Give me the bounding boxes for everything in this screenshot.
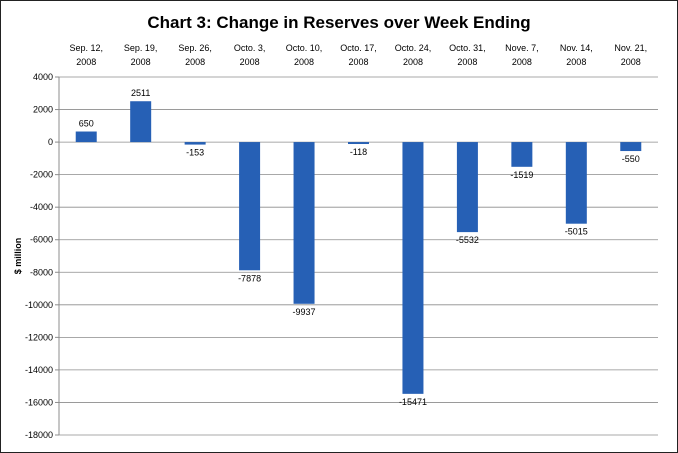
x-axis-category-labels: Sep. 12, 2008 Sep. 19, 2008 Sep. 26, 2008 Octo… <box>69 43 647 67</box>
data-label: -5015 <box>565 227 588 237</box>
bar <box>184 142 206 145</box>
y-tick-label: 4000 <box>33 72 53 82</box>
data-label: -118 <box>350 147 367 157</box>
bar <box>293 142 315 304</box>
category-label-year: 2008 <box>294 57 314 67</box>
bar <box>402 142 424 394</box>
data-labels: 650 2511 -153 -7878 -9937 -118 -15471 -5532 -151… <box>79 88 640 407</box>
category-label-year: 2008 <box>131 57 151 67</box>
y-tick-label: -2000 <box>30 170 53 180</box>
category-label-year: 2008 <box>621 57 641 67</box>
y-tick-label: -14000 <box>25 365 53 375</box>
category-label-year: 2008 <box>566 57 586 67</box>
y-tick-label: -4000 <box>30 202 53 212</box>
category-label-year: 2008 <box>240 57 260 67</box>
data-label: 650 <box>79 119 94 129</box>
y-tick-label: -8000 <box>30 267 53 277</box>
bar <box>75 131 97 143</box>
bar <box>565 142 587 224</box>
category-label: Nov. 21, <box>614 43 647 53</box>
category-label-year: 2008 <box>185 57 205 67</box>
y-tick-label: -6000 <box>30 235 53 245</box>
category-label: Sep. 26, <box>178 43 212 53</box>
chart-title: Chart 3: Change in Reserves over Week En… <box>147 13 530 32</box>
category-label: Sep. 19, <box>124 43 158 53</box>
category-label-year: 2008 <box>403 57 423 67</box>
y-tick-label: -16000 <box>25 397 53 407</box>
bars <box>75 101 642 394</box>
bar <box>130 101 152 143</box>
data-label: 2511 <box>131 88 150 98</box>
category-label: Octo. 24, <box>395 43 432 53</box>
y-tick-label: -18000 <box>25 430 53 440</box>
category-label-year: 2008 <box>512 57 532 67</box>
category-label-year: 2008 <box>76 57 96 67</box>
bar <box>348 142 369 145</box>
category-label-year: 2008 <box>348 57 368 67</box>
category-label: Octo. 31, <box>449 43 486 53</box>
data-label: -7878 <box>238 273 261 283</box>
category-label: Octo. 17, <box>340 43 377 53</box>
y-tick-label: -12000 <box>25 332 53 342</box>
category-label: Sep. 12, <box>69 43 103 53</box>
data-label: -5532 <box>456 235 479 245</box>
data-label: -15471 <box>399 397 427 407</box>
data-label: -550 <box>622 154 640 164</box>
bar <box>456 142 478 233</box>
category-label: Octo. 3, <box>234 43 266 53</box>
y-axis-ticks: 4000 2000 0 -2000 -4000 -6000 -8000 -10000 -1200… <box>25 72 60 440</box>
data-label: -153 <box>186 148 204 158</box>
bar <box>511 142 533 167</box>
y-tick-label: 0 <box>48 137 53 147</box>
y-axis-label: $ million <box>13 238 23 275</box>
data-label: -9937 <box>293 307 316 317</box>
category-label-year: 2008 <box>457 57 477 67</box>
category-label: Nov. 14, <box>560 43 593 53</box>
bar <box>620 142 642 152</box>
gridlines <box>59 76 658 436</box>
y-tick-label: -10000 <box>25 300 53 310</box>
data-label: -1519 <box>510 170 533 180</box>
category-label: Octo. 10, <box>286 43 323 53</box>
category-label: Nove. 7, <box>505 43 539 53</box>
y-tick-label: 2000 <box>33 105 53 115</box>
bar <box>239 142 261 271</box>
